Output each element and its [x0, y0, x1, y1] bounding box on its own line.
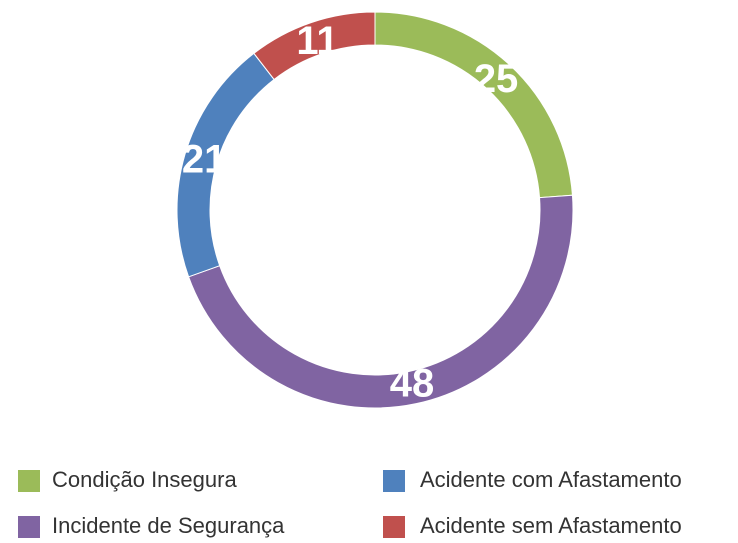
- legend-label: Acidente com Afastamento: [420, 467, 682, 492]
- legend-swatch: [18, 516, 40, 538]
- data-label: 25: [474, 57, 519, 101]
- donut-segment: [187, 194, 574, 409]
- legend-label: Acidente sem Afastamento: [420, 513, 682, 538]
- data-label: 11: [296, 19, 338, 63]
- legend-swatch: [383, 516, 405, 538]
- legend-label: Incidente de Segurança: [52, 513, 285, 538]
- legend-swatch: [18, 470, 40, 492]
- donut-segment: [374, 11, 573, 199]
- donut-segment: [253, 11, 376, 81]
- data-label: 48: [390, 362, 435, 406]
- legend-label: Condição Insegura: [52, 467, 237, 492]
- legend-swatch: [383, 470, 405, 492]
- data-label: 21: [182, 138, 227, 182]
